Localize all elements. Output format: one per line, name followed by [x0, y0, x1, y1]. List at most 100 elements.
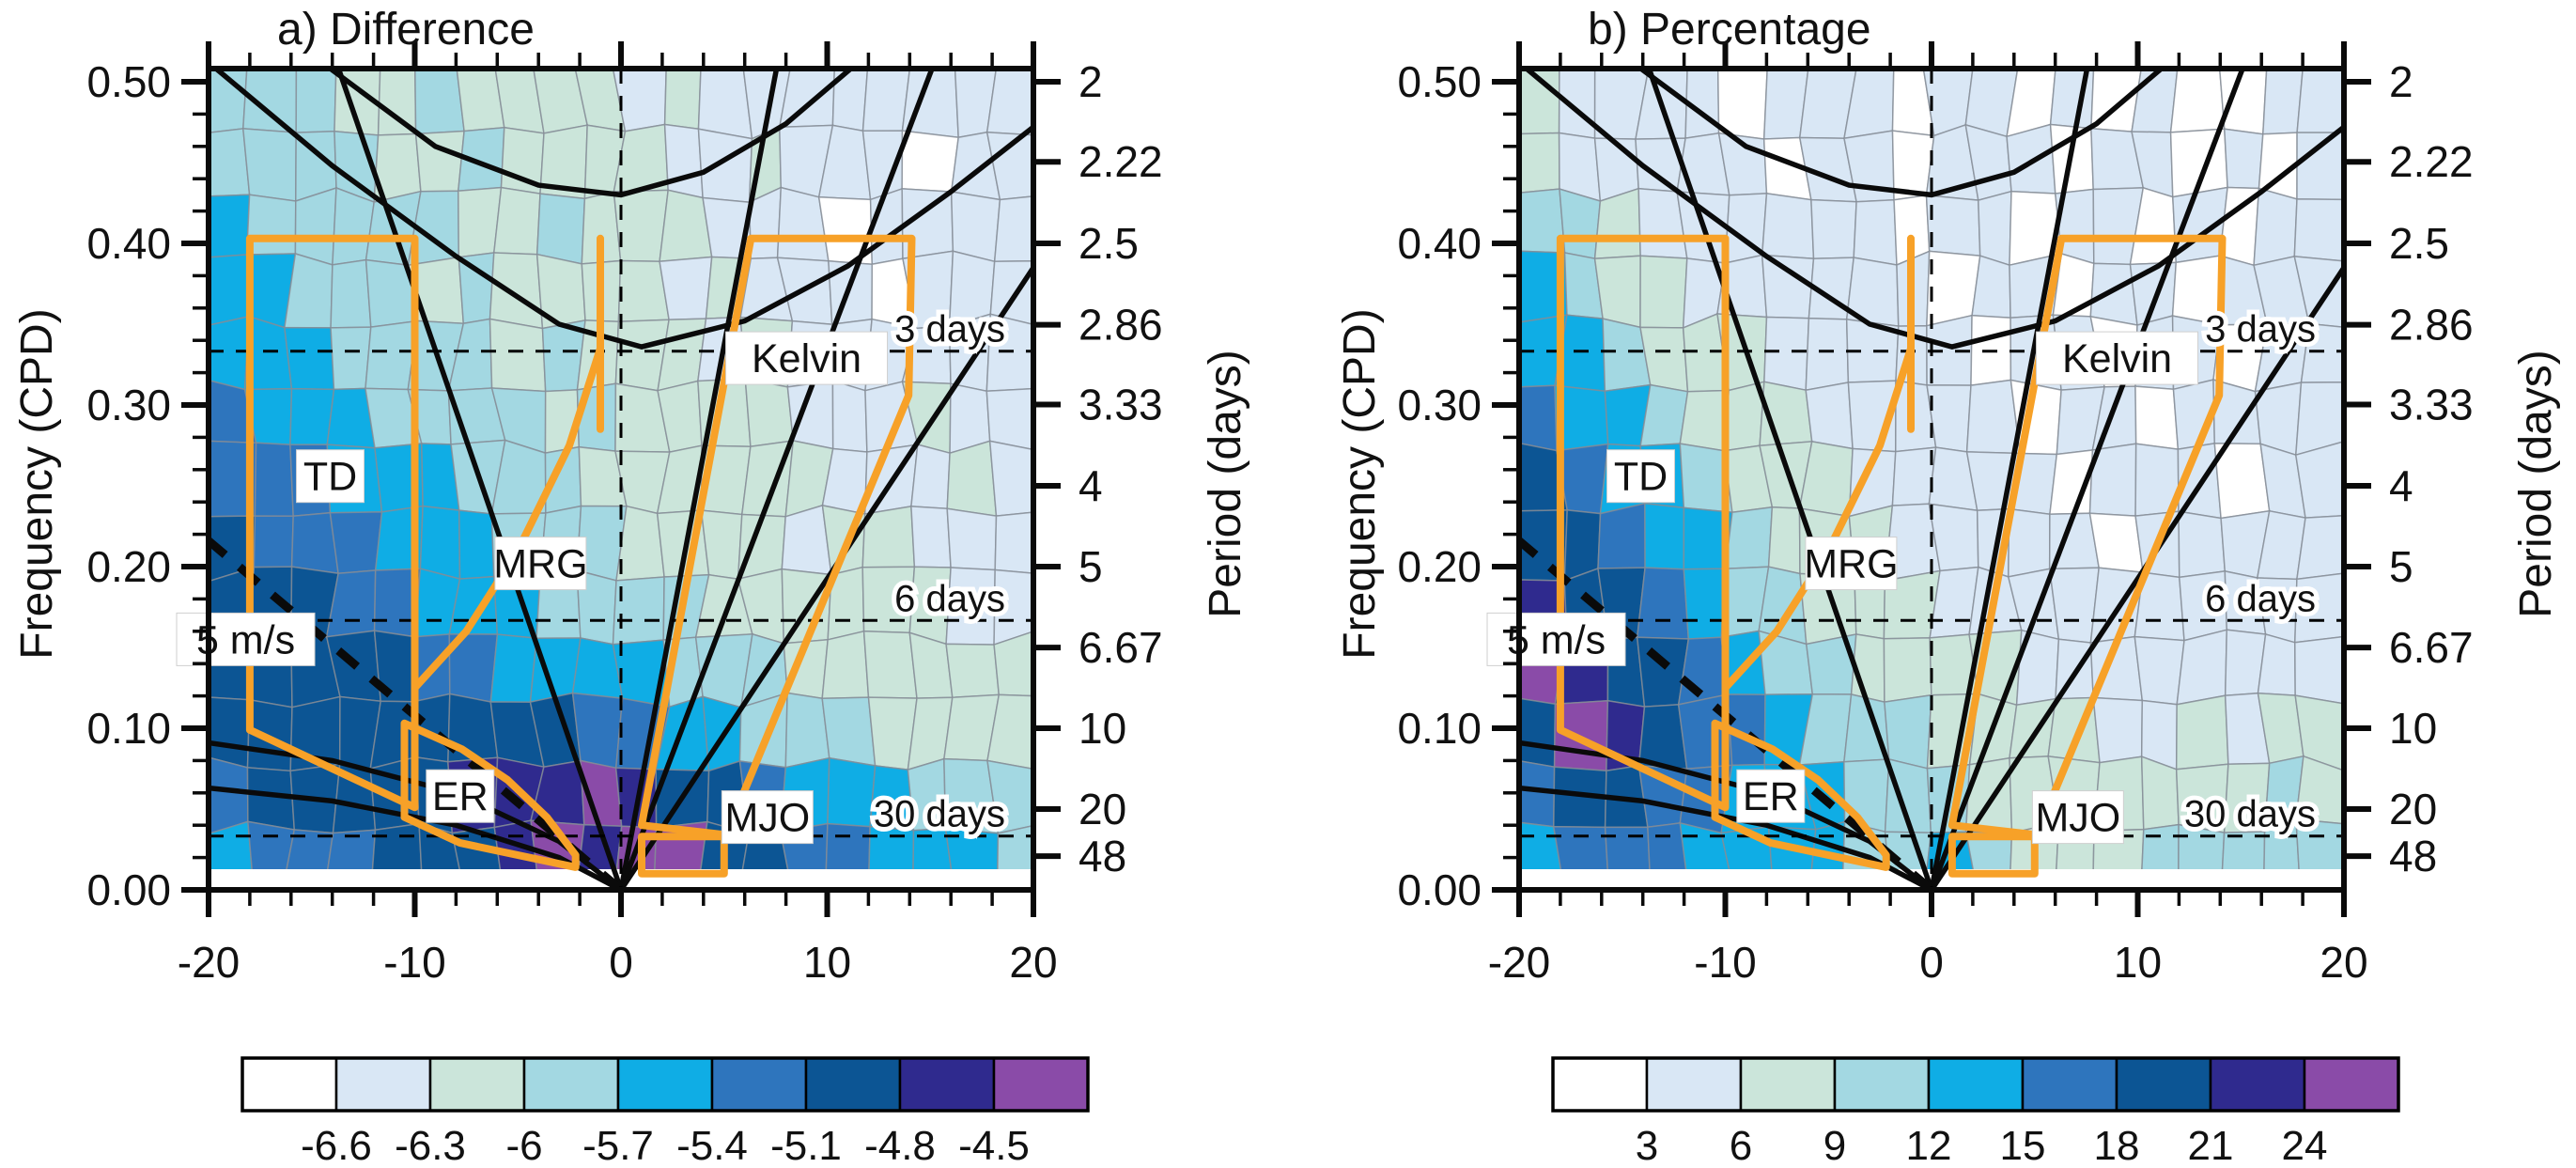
panel-a-plot-area [209, 69, 1033, 890]
contour-cell [663, 69, 702, 131]
contour-cell [492, 186, 541, 256]
period-tick-label: 3.33 [1079, 380, 1163, 428]
colorbar-border [1551, 1056, 2400, 1113]
x-tick-label: 20 [2320, 938, 2367, 987]
contour-cell [289, 388, 335, 445]
contour-cell [2134, 635, 2185, 706]
panel-a-y2axis-label: Period (days) [1201, 350, 1250, 618]
colorbar-label: 12 [1906, 1123, 1952, 1168]
er-dispersion-2-curve [209, 785, 623, 890]
contour-cell [946, 507, 998, 571]
period-tick-label: 48 [1079, 832, 1126, 880]
contour-cell [985, 69, 1033, 136]
contour-cell [330, 258, 372, 329]
period-line-label: 3 days [894, 309, 1005, 350]
contour-cell [2178, 510, 2227, 579]
colorbar-cell [2303, 1056, 2400, 1113]
contour-cell [2294, 694, 2344, 771]
colorbar-cell [2115, 1056, 2212, 1113]
contour-cell [613, 189, 670, 262]
contour-cell [831, 380, 868, 453]
er-filter-outline [1711, 719, 1890, 871]
panel-b-y2axis-label: Period (days) [2511, 350, 2561, 618]
contour-cell [993, 195, 1033, 263]
contour-cell [254, 442, 294, 518]
contour-cell [1884, 693, 1932, 770]
contour-cell [209, 128, 251, 197]
contour-cell [1559, 188, 1602, 260]
contour-cell [2296, 515, 2344, 581]
contour-cell [571, 692, 624, 770]
contour-cell [1636, 567, 1690, 640]
contour-cell [414, 69, 465, 135]
period-tick-label: 4 [2389, 461, 2413, 510]
wave-label-box [176, 612, 316, 666]
colorbar-label: 3 [1636, 1123, 1658, 1168]
contour-cell [827, 756, 877, 828]
contour-cell [1763, 316, 1810, 392]
contour-cell [988, 440, 1033, 517]
contour-cell [1925, 194, 1981, 257]
colorbar-cell [1927, 1056, 2025, 1113]
contour-cell [1761, 254, 1815, 319]
contour-cell [1519, 132, 1560, 194]
panel-a-yaxis-label: Frequency (CPD) [12, 308, 62, 660]
colorbar-label: -6.6 [301, 1123, 372, 1168]
colorbar-label: -5.7 [582, 1123, 654, 1168]
contour-cell [419, 505, 461, 581]
contour-cell [910, 506, 952, 568]
contour-cell [1805, 317, 1850, 392]
x-tick-label: 10 [803, 938, 851, 987]
td-filter-outline [1556, 234, 1730, 812]
x-tick-label: -20 [178, 938, 240, 987]
contour-cell [1519, 384, 1558, 452]
period-tick-label: 6.67 [2389, 623, 2474, 672]
td-filter-outline [245, 234, 419, 812]
x-tick-label: 0 [609, 938, 633, 987]
period-tick-label: 6.67 [1079, 623, 1163, 672]
contour-cell [253, 515, 294, 568]
contour-cell [659, 256, 713, 321]
x-tick-label: 10 [2114, 938, 2162, 987]
period-tick-label: 2.5 [1079, 219, 1139, 268]
contour-cell [945, 643, 1001, 699]
contour-cell [1519, 697, 1557, 769]
contour-cell [1597, 502, 1646, 569]
contour-cell [985, 131, 1033, 201]
period-tick-label: 2 [1079, 57, 1103, 106]
wave-label-mrg: MRG [493, 542, 587, 587]
contour-cell [2295, 755, 2344, 825]
contour-cell [697, 128, 753, 204]
contour-cell [1683, 568, 1727, 640]
colorbar-cell [616, 1056, 714, 1113]
contour-cell [295, 69, 337, 133]
contour-cell [2089, 262, 2138, 326]
y-tick-label: 0.40 [1397, 219, 1482, 268]
wave-label-kelvin: Kelvin [752, 336, 861, 382]
contour-cell [2294, 635, 2344, 705]
contour-cell [821, 630, 870, 700]
x-tick-label: -10 [1694, 938, 1756, 987]
y-tick-label: 0.50 [86, 57, 171, 106]
period-tick-label: 2 [2389, 57, 2413, 106]
period-tick-label: 2.22 [2389, 137, 2474, 186]
colorbar-cell [428, 1056, 526, 1113]
contour-cell [744, 378, 795, 448]
panel-b: 3 days 6 days 30 days TD MRG 5 m/s ER Kelvin MJO… [1397, 41, 2474, 1168]
er-filter-outline [400, 719, 580, 871]
contour-cell [993, 568, 1033, 646]
period-tick-label: 2.22 [1079, 137, 1163, 186]
contour-cell [985, 313, 1033, 393]
period-tick-label: 10 [1079, 704, 1126, 753]
wave-label-td: TD [303, 455, 357, 500]
contour-cell [994, 511, 1033, 574]
y-tick-label: 0.50 [1397, 57, 1482, 106]
colorbar-cell [522, 1056, 620, 1113]
colorbar-label: -4.5 [958, 1123, 1030, 1168]
period-tick-label: 3.33 [2389, 380, 2474, 428]
colorbar-cell [2209, 1056, 2306, 1113]
colorbar-cell [804, 1056, 902, 1113]
contour-cell [869, 187, 904, 266]
contour-cell [2129, 261, 2178, 326]
